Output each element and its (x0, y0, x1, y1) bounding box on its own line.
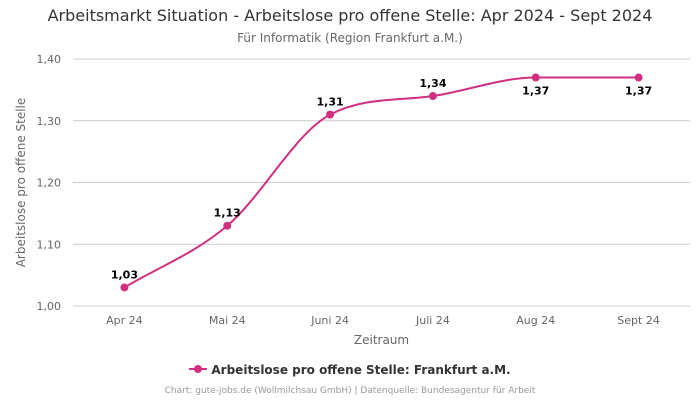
x-tick-label: Juli 24 (415, 314, 450, 327)
chart-credits: Chart: gute-jobs.de (Wollmilchsau GmbH) … (164, 386, 536, 396)
y-tick-label: 1,00 (37, 300, 62, 313)
x-tick-label: Aug 24 (516, 314, 555, 327)
x-tick-label: Juni 24 (310, 314, 349, 327)
data-point (531, 73, 540, 82)
x-tick-label: Sept 24 (617, 314, 660, 327)
legend[interactable]: Arbeitslose pro offene Stelle: Frankfurt… (0, 363, 700, 377)
series-line (123, 76, 639, 289)
y-tick-label: 1,40 (37, 53, 62, 66)
x-tick-label: Apr 24 (106, 314, 143, 327)
chart-title: Arbeitsmarkt Situation - Arbeitslose pro… (47, 6, 653, 25)
x-tick-label: Mai 24 (209, 314, 246, 327)
y-tick-label: 1,30 (37, 115, 62, 128)
data-label: 1,03 (111, 268, 138, 281)
chart-subtitle: Für Informatik (Region Frankfurt a.M.) (237, 31, 463, 45)
data-point (326, 110, 335, 119)
y-axis-title: Arbeitslose pro offene Stelle (14, 98, 28, 268)
data-point (223, 221, 232, 230)
data-label: 1,31 (317, 96, 344, 109)
data-point (428, 92, 437, 101)
y-tick-label: 1,20 (37, 177, 62, 190)
data-point (634, 73, 643, 82)
data-label: 1,34 (419, 77, 446, 90)
data-label: 1,37 (625, 85, 652, 98)
data-point (120, 283, 129, 292)
x-axis-title: Zeitraum (354, 333, 409, 347)
y-tick-label: 1,10 (37, 238, 62, 251)
legend-series-marker (189, 363, 208, 375)
data-label: 1,13 (214, 207, 241, 220)
legend-series-label: Arbeitslose pro offene Stelle: Frankfurt… (211, 363, 511, 377)
data-label: 1,37 (522, 85, 549, 98)
